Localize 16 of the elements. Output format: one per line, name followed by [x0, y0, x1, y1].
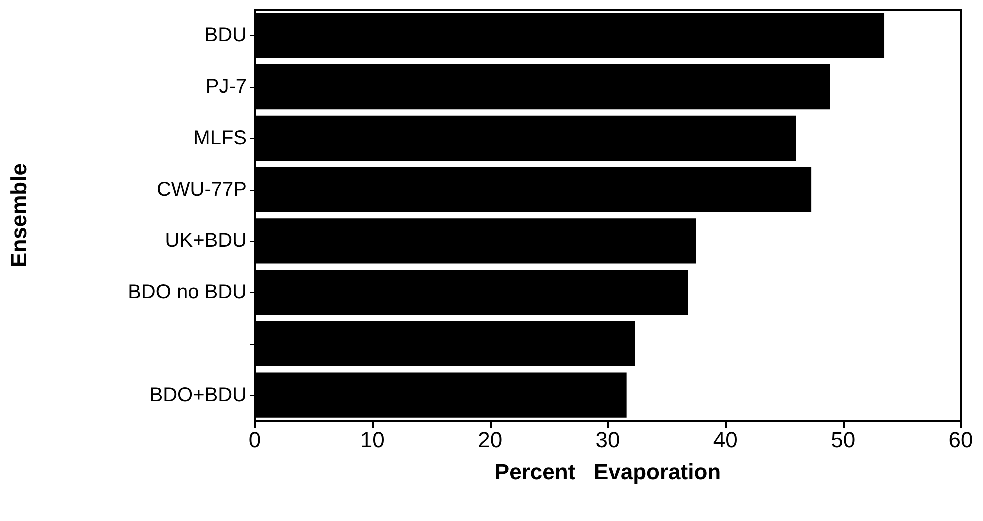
x-tick-label: 60 [948, 428, 974, 452]
y-tick-label: BDO+BDU [150, 384, 247, 406]
y-tick-label: MLFS [194, 127, 247, 150]
y-tick-label: BDO no BDU [128, 282, 247, 304]
y-tick-label: UK+BDU [165, 230, 247, 252]
x-tick-label: 50 [831, 428, 856, 452]
y-tick-label: PJ-7 [206, 76, 247, 98]
y-tick-label: BDU [204, 24, 247, 47]
x-tick-label: 30 [596, 428, 620, 452]
x-tick-label: 40 [713, 428, 738, 452]
x-tick-label: 0 [248, 428, 262, 452]
y-axis-title: Ensemble [6, 164, 32, 268]
x-tick-label: 20 [478, 428, 503, 452]
x-axis-title: Percent Evaporation [494, 460, 722, 484]
x-tick-label: 10 [360, 428, 385, 452]
y-tick-label: CWU-77P [156, 178, 247, 201]
